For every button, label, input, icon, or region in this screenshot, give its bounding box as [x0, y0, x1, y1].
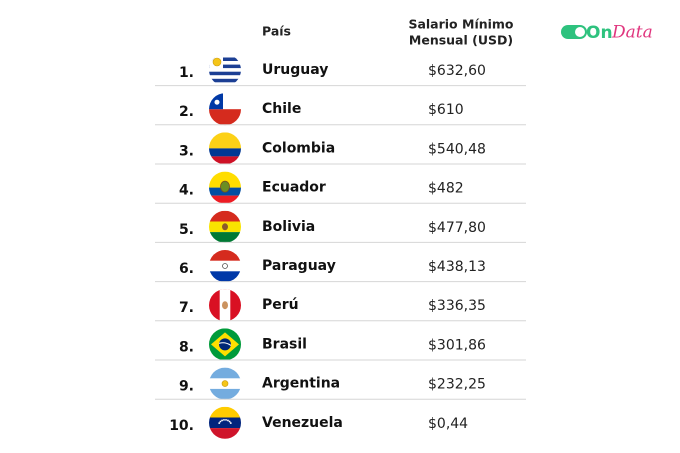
salary: $336,35: [428, 298, 486, 314]
flag: [209, 367, 241, 400]
flag-part: [209, 271, 241, 282]
flag-part: [229, 422, 232, 424]
country-name: Venezuela: [262, 415, 343, 431]
flag-part: [222, 263, 228, 269]
table-row: 8. Brasil $301,86: [155, 328, 526, 361]
table-row: 6. Paraguay $438,13: [155, 250, 526, 283]
salary: $477,80: [428, 220, 486, 236]
flag-part: [209, 406, 241, 418]
table-row: 9. Argentina $232,25: [155, 367, 526, 400]
rank: 6.: [179, 261, 194, 277]
flag-part: [209, 71, 241, 76]
table-row: 4. Ecuador $482: [155, 171, 526, 204]
rank: 3.: [179, 143, 194, 159]
rank: 8.: [179, 339, 194, 355]
flag-part: [218, 422, 221, 424]
flag-part: [209, 388, 241, 400]
salary-header: Mensual (USD): [409, 33, 513, 48]
table-row: 7. Perú $336,35: [155, 289, 526, 322]
logo-on: On: [586, 23, 613, 43]
flag-part: [209, 109, 241, 126]
salary: $438,13: [428, 259, 486, 275]
country-name: Uruguay: [262, 62, 328, 78]
flag: [209, 132, 241, 165]
flag-part: [209, 260, 241, 272]
table: 1. Uruguay $632,60 2. Chile $610 3. Colombia $54…: [155, 54, 526, 439]
flag-part: [219, 338, 231, 351]
country-name: Argentina: [262, 376, 340, 392]
flag-part: [212, 57, 222, 67]
country-header: País: [262, 24, 291, 39]
flag-part: [209, 417, 241, 429]
flag-part: [209, 64, 241, 69]
country-name: Chile: [262, 101, 301, 117]
flag-part: [209, 195, 241, 204]
flag: [209, 171, 241, 204]
flag: [209, 210, 241, 243]
rank: 9.: [179, 379, 194, 395]
flag-part: [209, 250, 241, 261]
salary: $482: [428, 181, 464, 197]
country-name: Colombia: [262, 140, 335, 156]
flag-part: [222, 301, 228, 310]
table-row: 3. Colombia $540,48: [155, 132, 526, 165]
rank: 7.: [179, 300, 194, 316]
country-name: Brasil: [262, 336, 307, 352]
rank: 2.: [179, 104, 194, 120]
flag-part: [221, 419, 223, 422]
flag-part: [223, 418, 225, 421]
flag-part: [209, 428, 241, 439]
rank: 4.: [179, 183, 194, 199]
country-name: Bolivia: [262, 219, 315, 235]
table-row: 2. Chile $610: [155, 93, 526, 126]
flag: [209, 328, 241, 361]
flag-part: [209, 148, 241, 157]
logo: On Data: [561, 23, 653, 43]
flag-part: [209, 57, 241, 61]
flag: [209, 250, 241, 282]
flag-part: [225, 418, 227, 421]
country-name: Ecuador: [262, 180, 326, 196]
flag: [209, 54, 241, 86]
flag-part: [209, 78, 241, 83]
flag-part: [227, 419, 229, 422]
salary-header: Salario Mínimo: [408, 17, 513, 32]
country-name: Perú: [262, 297, 299, 313]
salary: $632,60: [428, 63, 486, 79]
flag-part: [209, 367, 241, 379]
salary: $0,44: [428, 416, 468, 432]
salary: $301,86: [428, 337, 486, 353]
flag-part: [209, 232, 241, 243]
country-name: Paraguay: [262, 258, 336, 274]
flag-part: [222, 223, 228, 231]
flag-part: [218, 342, 232, 346]
logo-knob: [575, 27, 585, 37]
flag-part: [219, 420, 222, 423]
salary: $610: [428, 102, 464, 118]
rank: 1.: [179, 65, 194, 81]
flag-part: [209, 132, 241, 149]
salary: $232,25: [428, 377, 486, 393]
flag: [209, 93, 241, 126]
flag-part: [209, 210, 241, 222]
table-row: 5. Bolivia $477,80: [155, 210, 526, 243]
rank: 10.: [169, 418, 194, 434]
flag-part: [209, 171, 241, 188]
flag-part: [214, 99, 220, 105]
rank: 5.: [179, 222, 194, 238]
table-row: 10. Venezuela $0,44: [169, 406, 468, 439]
flag: [209, 289, 241, 322]
flag: [209, 406, 241, 439]
table-row: 1. Uruguay $632,60: [155, 54, 526, 87]
flag-part: [228, 420, 231, 423]
flag-part: [220, 180, 230, 193]
salary: $540,48: [428, 141, 486, 157]
flag-part: [209, 156, 241, 165]
flag-part: [221, 380, 229, 387]
logo-data: Data: [611, 23, 653, 43]
